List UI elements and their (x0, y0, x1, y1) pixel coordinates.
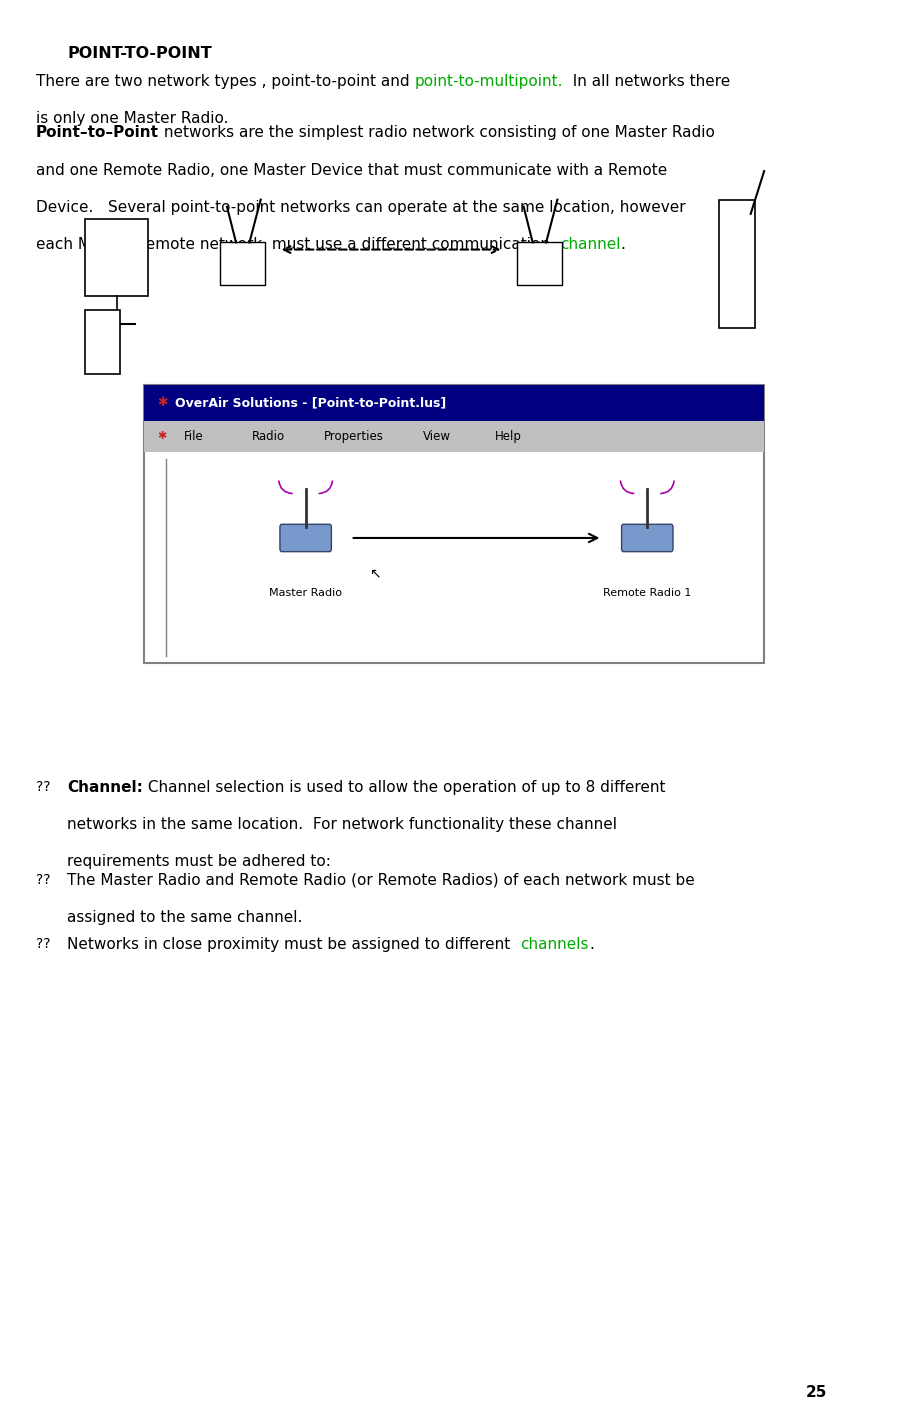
Text: channels: channels (521, 937, 589, 953)
Text: is only one Master Radio.: is only one Master Radio. (36, 111, 228, 127)
Text: point-to-multipoint.: point-to-multipoint. (414, 74, 563, 90)
Text: .: . (589, 937, 594, 953)
Text: ??: ?? (36, 873, 50, 887)
Bar (719, 200, 755, 328)
Text: networks are the simplest radio network consisting of one Master Radio: networks are the simplest radio network … (159, 125, 715, 141)
Text: ✱: ✱ (157, 396, 168, 409)
Text: and one Remote Radio, one Master Device that must communicate with a Remote: and one Remote Radio, one Master Device … (36, 163, 667, 178)
Bar (85, 218, 148, 297)
Text: ??: ?? (36, 780, 50, 794)
Text: POINT-TO-POINT: POINT-TO-POINT (67, 46, 212, 61)
Text: ✱: ✱ (157, 431, 166, 442)
Bar (220, 242, 265, 285)
Text: Help: Help (494, 429, 521, 443)
Bar (85, 311, 120, 375)
Text: Master Radio: Master Radio (269, 588, 343, 597)
Text: networks in the same location.  For network functionality these channel: networks in the same location. For netwo… (67, 817, 618, 833)
FancyBboxPatch shape (280, 525, 332, 552)
Text: Properties: Properties (324, 429, 384, 443)
Text: assigned to the same channel.: assigned to the same channel. (67, 910, 303, 925)
Text: There are two network types , point-to-point and: There are two network types , point-to-p… (36, 74, 414, 90)
Text: In all networks there: In all networks there (563, 74, 730, 90)
Bar (144, 385, 764, 663)
FancyBboxPatch shape (621, 525, 673, 552)
Text: Point–to–Point: Point–to–Point (36, 125, 159, 141)
Text: Channel:: Channel: (67, 780, 143, 796)
Text: Remote Radio 1: Remote Radio 1 (603, 588, 691, 597)
Text: each Master‑Remote network  must use a different communication: each Master‑Remote network must use a di… (36, 237, 560, 252)
Text: Device.   Several point-to-point networks can operate at the same location, howe: Device. Several point-to-point networks … (36, 200, 686, 215)
Text: The Master Radio and Remote Radio (or Remote Radios) of each network must be: The Master Radio and Remote Radio (or Re… (67, 873, 695, 888)
Text: Radio: Radio (252, 429, 285, 443)
Text: Channel selection is used to allow the operation of up to 8 different: Channel selection is used to allow the o… (143, 780, 666, 796)
Text: Networks in close proximity must be assigned to different: Networks in close proximity must be assi… (67, 937, 521, 953)
Bar (517, 242, 562, 285)
Text: .: . (620, 237, 625, 252)
Text: 25: 25 (806, 1385, 827, 1400)
Text: OverAir Solutions - [Point-to-Point.lus]: OverAir Solutions - [Point-to-Point.lus] (175, 396, 447, 409)
Bar (144, 385, 764, 421)
Text: ↖: ↖ (369, 566, 380, 580)
Text: View: View (423, 429, 450, 443)
Text: requirements must be adhered to:: requirements must be adhered to: (67, 854, 332, 870)
Text: ??: ?? (36, 937, 50, 951)
Text: channel: channel (560, 237, 620, 252)
Bar (144, 421, 764, 452)
Text: File: File (184, 429, 204, 443)
